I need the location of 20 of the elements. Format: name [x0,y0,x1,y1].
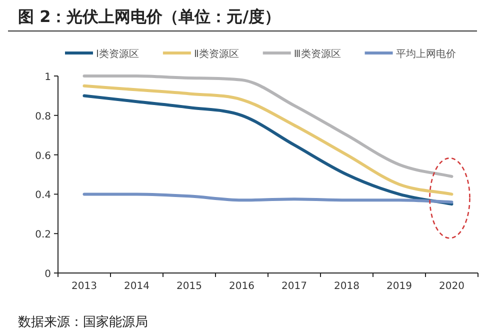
y-tick-label: 0.4 [35,190,51,202]
y-tick-label: 1 [44,72,51,83]
legend-label: Ⅰ类资源区 [96,48,139,60]
y-tick-label: 0 [44,269,51,280]
chart-title: 图 2：光伏上网电价（单位：元/度） [18,7,281,26]
x-tick-label: 2020 [439,281,464,292]
x-tick-label: 2014 [124,281,150,292]
source-note: 数据来源：国家能源局 [18,314,148,330]
x-tick-label: 2018 [334,281,360,292]
x-tick-label: 2017 [282,281,307,292]
y-tick-label: 0.8 [35,111,51,122]
legend-label: Ⅱ类资源区 [194,48,239,60]
x-tick-label: 2013 [72,281,97,292]
y-tick-label: 0.6 [35,150,51,162]
x-tick-label: 2019 [386,281,412,292]
legend-label: Ⅲ类资源区 [294,48,341,60]
x-tick-label: 2016 [229,281,254,292]
y-tick-label: 0.2 [35,230,51,241]
x-tick-label: 2015 [176,281,202,292]
legend-label: 平均上网电价 [396,48,456,60]
